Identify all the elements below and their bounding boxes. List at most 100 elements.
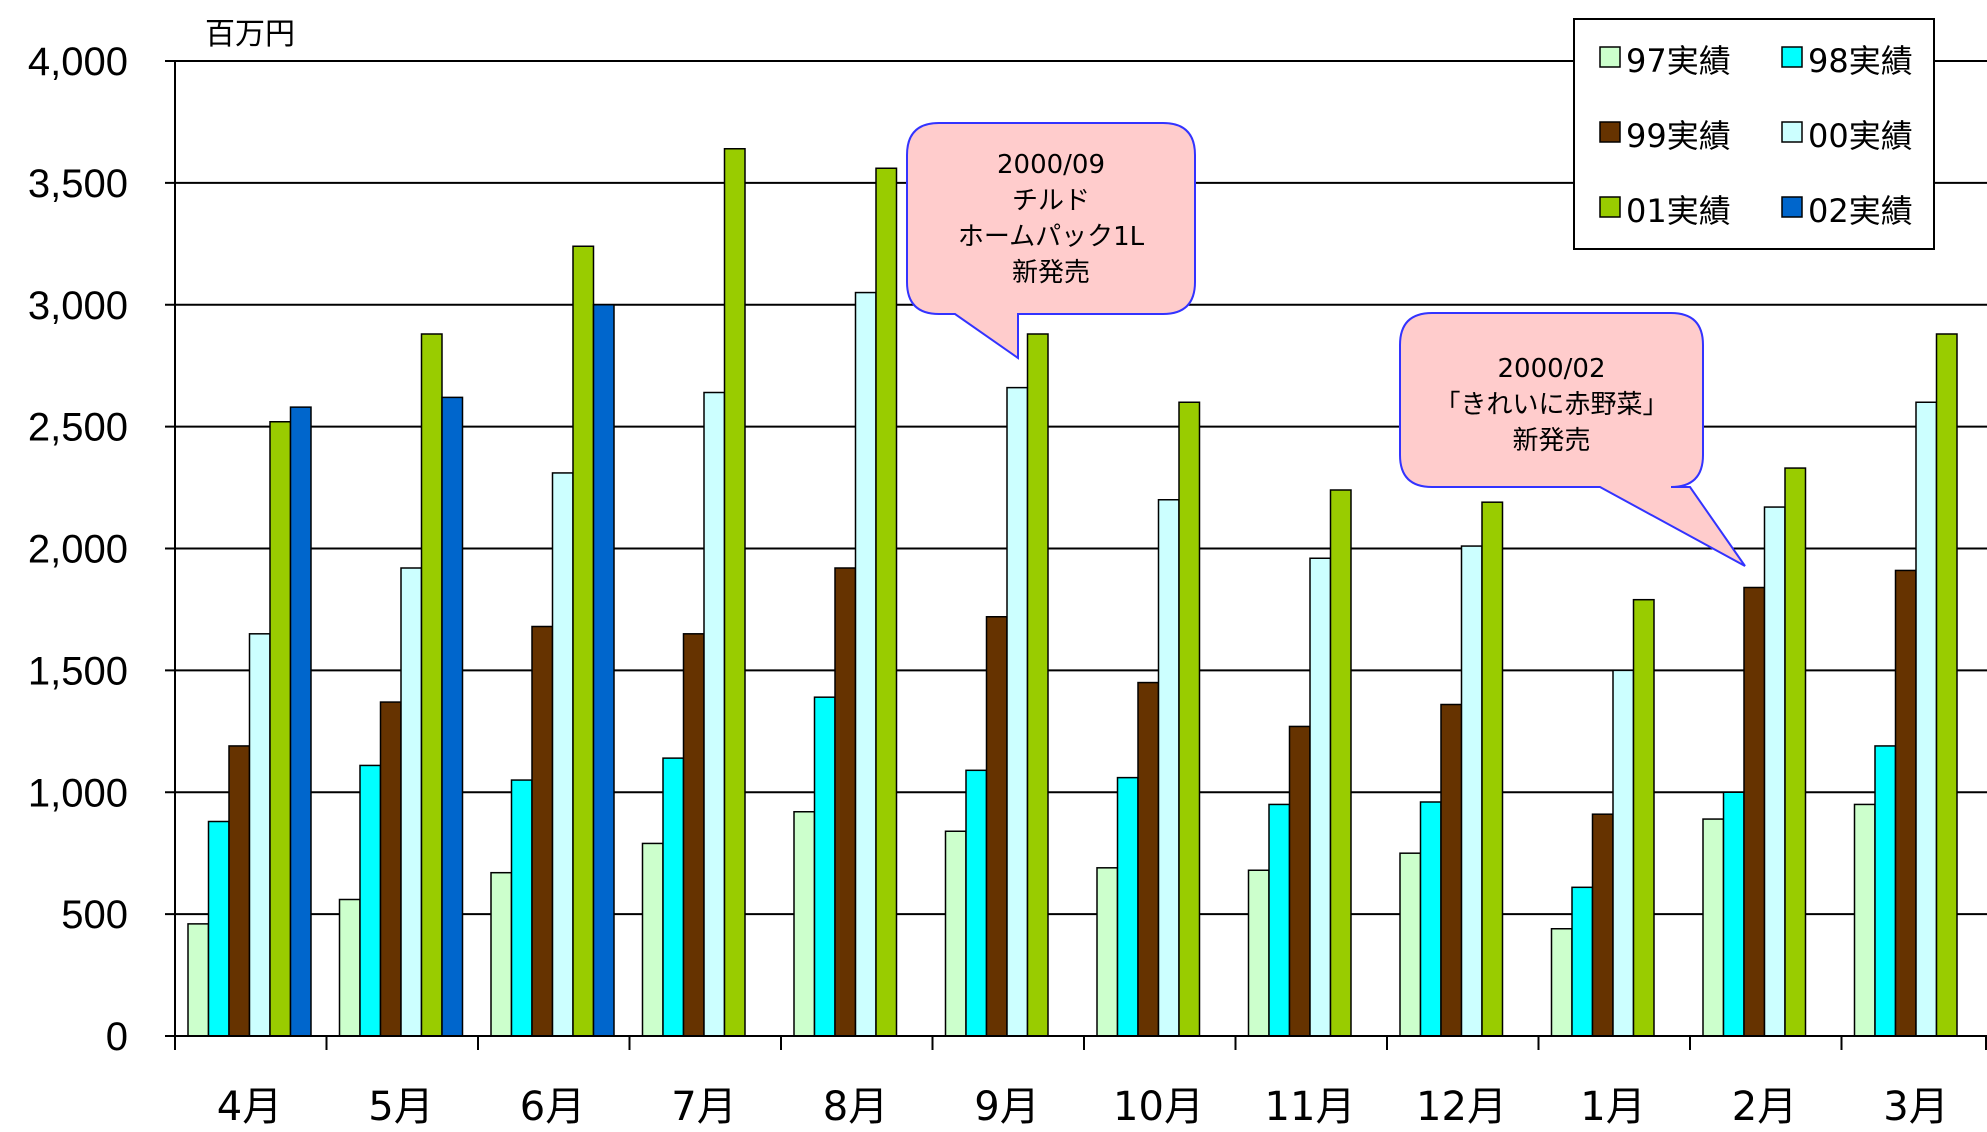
- bar-99実績-7月: [682, 633, 705, 1037]
- y-tick-label: 500: [61, 893, 128, 937]
- legend-swatch: [1781, 196, 1803, 218]
- bar-98実績-11月: [1268, 803, 1291, 1037]
- bar-97実績-11月: [1247, 869, 1270, 1037]
- bar-98実績-9月: [965, 769, 988, 1037]
- bar-01実績-7月: [723, 148, 746, 1037]
- bar-01実績-9月: [1026, 333, 1049, 1037]
- bar-01実績-5月: [420, 333, 443, 1037]
- bar-01実績-8月: [875, 167, 898, 1037]
- bar-98実績-12月: [1419, 801, 1442, 1037]
- bar-97実績-3月: [1853, 803, 1876, 1037]
- legend-label: 01実績: [1626, 192, 1731, 230]
- bar-00実績-9月: [1006, 386, 1029, 1037]
- legend-label: 02実績: [1808, 192, 1913, 230]
- legend-box: [1573, 18, 1935, 250]
- bar-00実績-10月: [1157, 499, 1180, 1037]
- bar-00実績-3月: [1915, 401, 1938, 1037]
- bar-97実績-8月: [793, 811, 816, 1037]
- bar-01実績-10月: [1178, 401, 1201, 1037]
- bar-97実績-10月: [1096, 867, 1119, 1037]
- y-tick-labels: 0 500 1,000 1,500 2,000 2,500 3,000 3,500 4,000: [28, 40, 128, 1059]
- callout-bubble: [906, 122, 1196, 360]
- callout-text: 新発売: [1012, 258, 1090, 288]
- bar-02実績-5月: [441, 396, 464, 1037]
- bar-97実績-6月: [490, 871, 513, 1037]
- bar-97実績-9月: [944, 830, 967, 1037]
- x-tick-label: 9月: [974, 1084, 1039, 1130]
- legend-label: 97実績: [1626, 42, 1731, 80]
- y-tick-label: 2,500: [28, 406, 128, 450]
- bar-99実績-8月: [834, 567, 857, 1037]
- y-tick-label: 2,000: [28, 528, 128, 572]
- legend-label: 99実績: [1626, 117, 1731, 155]
- legend-swatch: [1599, 121, 1621, 143]
- bar-98実績-7月: [662, 757, 685, 1037]
- y-unit-label: 百万円: [205, 17, 295, 52]
- x-tick-label: 5月: [368, 1084, 433, 1130]
- bar-99実績-5月: [379, 701, 402, 1037]
- bar-00実績-8月: [854, 291, 877, 1037]
- x-tick-label: 8月: [823, 1084, 888, 1130]
- y-tick-label: 1,500: [28, 649, 128, 693]
- bar-99実績-12月: [1440, 703, 1463, 1037]
- callout-bubble: [1399, 312, 1746, 567]
- bar-00実績-6月: [551, 472, 574, 1037]
- bar-97実績-5月: [338, 898, 361, 1037]
- legend-swatch: [1599, 46, 1621, 68]
- bar-01実績-2月: [1784, 467, 1807, 1037]
- bar-99実績-9月: [985, 616, 1008, 1037]
- x-tick-label: 7月: [671, 1084, 736, 1130]
- bar-98実績-6月: [510, 779, 533, 1037]
- bar-97実績-1月: [1550, 928, 1573, 1037]
- x-tick-label: 1月: [1580, 1084, 1645, 1130]
- bar-99実績-4月: [228, 745, 251, 1037]
- x-tick-label: 2月: [1732, 1084, 1797, 1130]
- bar-99実績-6月: [531, 625, 554, 1037]
- y-tick-label: 1,000: [28, 771, 128, 815]
- bar-00実績-11月: [1309, 557, 1332, 1037]
- legend-swatch: [1781, 121, 1803, 143]
- bar-98実績-8月: [813, 696, 836, 1037]
- bar-99実績-3月: [1894, 569, 1917, 1037]
- x-tick-label: 11月: [1265, 1084, 1356, 1130]
- legend-swatch: [1599, 196, 1621, 218]
- bar-00実績-12月: [1460, 545, 1483, 1037]
- bar-01実績-3月: [1935, 333, 1958, 1037]
- y-tick-label: 3,500: [28, 162, 128, 206]
- callout-text: チルド: [1012, 186, 1090, 216]
- y-tick-label: 3,000: [28, 284, 128, 328]
- bar-01実績-4月: [269, 421, 292, 1037]
- legend: 97実績 98実績 99実績 00実績 01実績 02実績: [1573, 18, 1935, 250]
- callout-text: 2000/09: [997, 150, 1105, 180]
- bar-00実績-4月: [248, 633, 271, 1037]
- bar-99実績-2月: [1743, 586, 1766, 1037]
- bar-98実績-3月: [1874, 745, 1897, 1037]
- x-tick-label: 10月: [1113, 1084, 1204, 1130]
- bar-97実績-7月: [641, 842, 664, 1037]
- bar-00実績-1月: [1612, 669, 1635, 1037]
- callout-text: 新発売: [1512, 426, 1590, 456]
- bar-97実績-12月: [1399, 852, 1422, 1037]
- callout-text: ｢きれいに赤野菜｣: [1447, 390, 1655, 420]
- y-tick-label: 4,000: [28, 40, 128, 84]
- x-tick-label: 4月: [217, 1084, 282, 1130]
- bar-00実績-5月: [400, 567, 423, 1037]
- legend-label: 00実績: [1808, 117, 1913, 155]
- bar-01実績-6月: [572, 245, 595, 1037]
- bar-98実績-1月: [1571, 886, 1594, 1037]
- legend-label: 98実績: [1808, 42, 1913, 80]
- bar-01実績-1月: [1632, 598, 1655, 1037]
- legend-swatch: [1781, 46, 1803, 68]
- bar-00実績-2月: [1763, 506, 1786, 1037]
- bar-98実績-2月: [1722, 791, 1745, 1037]
- bar-02実績-6月: [592, 304, 615, 1037]
- x-tick-label: 6月: [520, 1084, 585, 1130]
- bar-99実績-1月: [1591, 813, 1614, 1037]
- bar-98実績-4月: [207, 820, 230, 1037]
- bars: [187, 148, 1958, 1037]
- x-tick-label: 12月: [1416, 1084, 1507, 1130]
- bar-99実績-11月: [1288, 725, 1311, 1037]
- callout-text: ホームパック1L: [958, 222, 1145, 252]
- bar-99実績-10月: [1137, 681, 1160, 1037]
